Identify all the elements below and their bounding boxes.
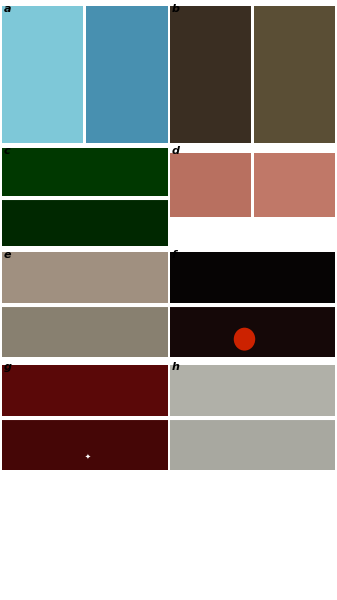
Text: g: g bbox=[3, 362, 11, 372]
Bar bbox=[170, 365, 335, 416]
Text: d: d bbox=[172, 146, 180, 156]
Bar bbox=[2, 419, 168, 470]
Bar bbox=[2, 306, 168, 357]
Bar bbox=[170, 252, 335, 303]
Text: a: a bbox=[3, 4, 11, 14]
Bar bbox=[170, 6, 251, 143]
Bar bbox=[2, 252, 168, 303]
Text: ✦: ✦ bbox=[85, 454, 91, 460]
Bar bbox=[86, 6, 168, 143]
Bar bbox=[2, 365, 168, 416]
Bar bbox=[170, 153, 251, 217]
Text: b: b bbox=[172, 4, 180, 14]
Bar bbox=[170, 306, 335, 357]
Ellipse shape bbox=[234, 328, 255, 350]
Bar bbox=[2, 6, 83, 143]
Bar bbox=[254, 153, 335, 217]
Bar bbox=[2, 148, 168, 196]
Text: c: c bbox=[3, 146, 10, 156]
Bar bbox=[254, 6, 335, 143]
Text: h: h bbox=[172, 362, 180, 372]
Bar bbox=[170, 419, 335, 470]
Text: f: f bbox=[172, 250, 177, 260]
Bar bbox=[2, 199, 168, 246]
Text: e: e bbox=[3, 250, 11, 260]
